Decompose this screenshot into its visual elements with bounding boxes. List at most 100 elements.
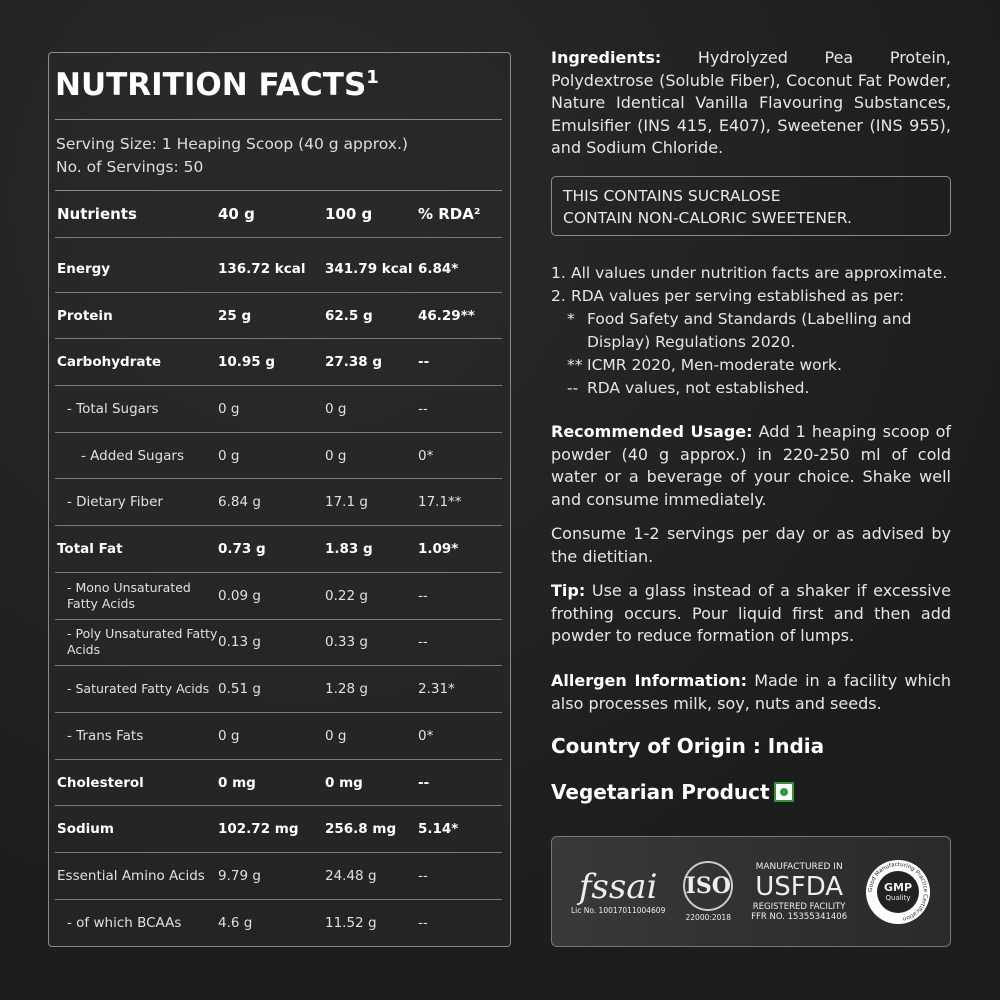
- table-cell: 0 g: [325, 447, 347, 464]
- table-cell: - Trans Fats: [67, 727, 144, 744]
- table-cell: 0.22 g: [325, 587, 368, 604]
- table-cell: 62.5 g: [325, 307, 373, 324]
- footnote: 2. RDA values per serving established as …: [551, 285, 951, 308]
- table-cell: - Dietary Fiber: [67, 494, 163, 511]
- table-cell: 100 g: [325, 204, 373, 223]
- consume-info: Consume 1-2 servings per day or as advis…: [551, 524, 951, 566]
- footnotes: 1. All values under nutrition facts are a…: [551, 262, 951, 400]
- footnote-text: All values under nutrition facts are app…: [571, 264, 948, 282]
- table-cell: 0 g: [218, 447, 240, 464]
- table-row: Nutrients 40 g 100 g % RDA²: [55, 191, 502, 238]
- table-cell: 0 g: [218, 400, 240, 417]
- table-cell: 27.38 g: [325, 354, 383, 371]
- table-cell: 1.28 g: [325, 681, 368, 698]
- table-cell: 17.1 g: [325, 494, 368, 511]
- table-cell: 5.14*: [418, 821, 459, 838]
- footnote-marker: **: [567, 356, 583, 374]
- table-cell: --: [418, 354, 430, 371]
- footnote-text: RDA values, not established.: [587, 379, 810, 397]
- table-cell: Cholesterol: [57, 774, 144, 791]
- table-cell: 0.09 g: [218, 587, 261, 604]
- table-cell: --: [418, 915, 428, 932]
- allergen-info: Allergen Information: Made in a facility…: [551, 671, 951, 713]
- table-cell: Energy: [57, 260, 111, 277]
- table-row: - Poly Unsaturated Fatty Acids 0.13 g 0.33…: [55, 620, 502, 667]
- usfda-logo: MANUFACTURED IN USFDA REGISTERED FACILITY F…: [751, 861, 848, 922]
- table-row: Total Fat 0.73 g 1.83 g 1.09*: [55, 526, 502, 573]
- vegetarian-product: Vegetarian Product: [551, 780, 951, 804]
- table-row: - Added Sugars 0 g 0 g 0*: [55, 433, 502, 480]
- footnote: * Food Safety and Standards (Labelling an…: [551, 308, 951, 354]
- table-cell: 0.13 g: [218, 634, 261, 651]
- table-cell: - Poly Unsaturated Fatty Acids: [67, 626, 218, 658]
- table-cell: 256.8 mg: [325, 821, 397, 838]
- table-cell: Protein: [57, 307, 113, 324]
- fssai-logo: fssai Lic No. 10017011004609: [570, 867, 666, 915]
- table-cell: 0*: [418, 447, 434, 464]
- footnote-marker: 1.: [551, 264, 566, 282]
- table-cell: - Total Sugars: [67, 400, 159, 417]
- table-cell: --: [418, 400, 428, 417]
- table-cell: 6.84*: [418, 260, 459, 277]
- footnote: 1. All values under nutrition facts are a…: [551, 262, 951, 285]
- table-cell: 0 mg: [325, 774, 363, 791]
- table-cell: 11.52 g: [325, 915, 377, 932]
- footnote-text: ICMR 2020, Men-moderate work.: [587, 356, 842, 374]
- footnote-marker: --: [567, 379, 579, 397]
- table-cell: 0 g: [325, 400, 347, 417]
- table-cell: - Mono Unsaturated Fatty Acids: [67, 579, 191, 611]
- table-cell: Carbohydrate: [57, 354, 162, 371]
- table-cell: 46.29**: [418, 307, 475, 324]
- footnote: ** ICMR 2020, Men-moderate work.: [551, 354, 951, 377]
- table-row: Energy 136.72 kcal 341.79 kcal 6.84*: [55, 246, 502, 293]
- footnote: -- RDA values, not established.: [551, 377, 951, 400]
- ingredients: Ingredients: Hydrolyzed Pea Protein, Pol…: [551, 48, 951, 157]
- table-cell: 1.09*: [418, 541, 459, 558]
- table-cell: Essential Amino Acids: [57, 867, 205, 884]
- table-cell: - Saturated Fatty Acids: [67, 681, 210, 697]
- table-cell: --: [418, 634, 428, 651]
- table-cell: Sodium: [57, 821, 114, 838]
- table-cell: 40 g: [218, 204, 255, 223]
- gmp-logo: Good Manufacturing Practice Certificatio…: [865, 859, 931, 925]
- recommended-usage: Recommended Usage: Add 1 heaping scoop o…: [551, 422, 951, 509]
- table-row: - of which BCAAs 4.6 g 11.52 g --: [55, 900, 502, 947]
- table-row: - Trans Fats 0 g 0 g 0*: [55, 713, 502, 760]
- sweetener-warning: THIS CONTAINS SUCRALOSE CONTAIN NON-CALOR…: [551, 176, 951, 236]
- serving-info: Serving Size: 1 Heaping Scoop (40 g appr…: [56, 135, 408, 176]
- table-cell: % RDA²: [418, 204, 481, 223]
- table-cell: 0 mg: [218, 774, 256, 791]
- table-cell: 24.48 g: [325, 867, 377, 884]
- table-row: - Dietary Fiber 6.84 g 17.1 g 17.1**: [55, 480, 502, 527]
- table-cell: 4.6 g: [218, 915, 253, 932]
- table-row: - Mono Unsaturated Fatty Acids 0.09 g 0.22…: [55, 573, 502, 620]
- gmp-seal: Good Manufacturing Practice Certificatio…: [866, 859, 931, 924]
- table-cell: 136.72 kcal: [218, 260, 306, 277]
- iso-logo: ISO 22000:2018: [683, 861, 734, 922]
- table-cell: 0.51 g: [218, 681, 261, 698]
- nutrition-title: NUTRITION FACTS1: [55, 67, 379, 103]
- footnote-text: Food Safety and Standards (Labelling and…: [587, 310, 912, 351]
- table-row: - Total Sugars 0 g 0 g --: [55, 386, 502, 433]
- footnote-marker: 2.: [551, 287, 566, 305]
- table-cell: Nutrients: [57, 204, 137, 223]
- table-row: - Saturated Fatty Acids 0.51 g 1.28 g 2.31*: [55, 666, 502, 713]
- footnote-text: RDA values per serving established as pe…: [571, 287, 905, 305]
- table-cell: 17.1**: [418, 494, 462, 511]
- table-cell: 2.31*: [418, 681, 455, 698]
- table-cell: 0.33 g: [325, 634, 368, 651]
- tip: Tip: Use a glass instead of a shaker if …: [551, 581, 951, 645]
- veg-mark-icon: [773, 782, 794, 802]
- table-cell: Total Fat: [57, 541, 123, 558]
- table-cell: 1.83 g: [325, 541, 373, 558]
- table-row: Essential Amino Acids 9.79 g 24.48 g --: [55, 853, 502, 900]
- table-cell: 0 g: [218, 727, 240, 744]
- table-row: Protein 25 g 62.5 g 46.29**: [55, 293, 502, 340]
- nutrition-facts-panel: NUTRITION FACTS1 Serving Size: 1 Heaping…: [48, 52, 511, 947]
- table-cell: 10.95 g: [218, 354, 276, 371]
- table-cell: 102.72 mg: [218, 821, 299, 838]
- country-of-origin: Country of Origin : India: [551, 734, 825, 758]
- table-cell: 6.84 g: [218, 494, 261, 511]
- table-cell: --: [418, 774, 430, 791]
- table-cell: 341.79 kcal: [325, 260, 413, 277]
